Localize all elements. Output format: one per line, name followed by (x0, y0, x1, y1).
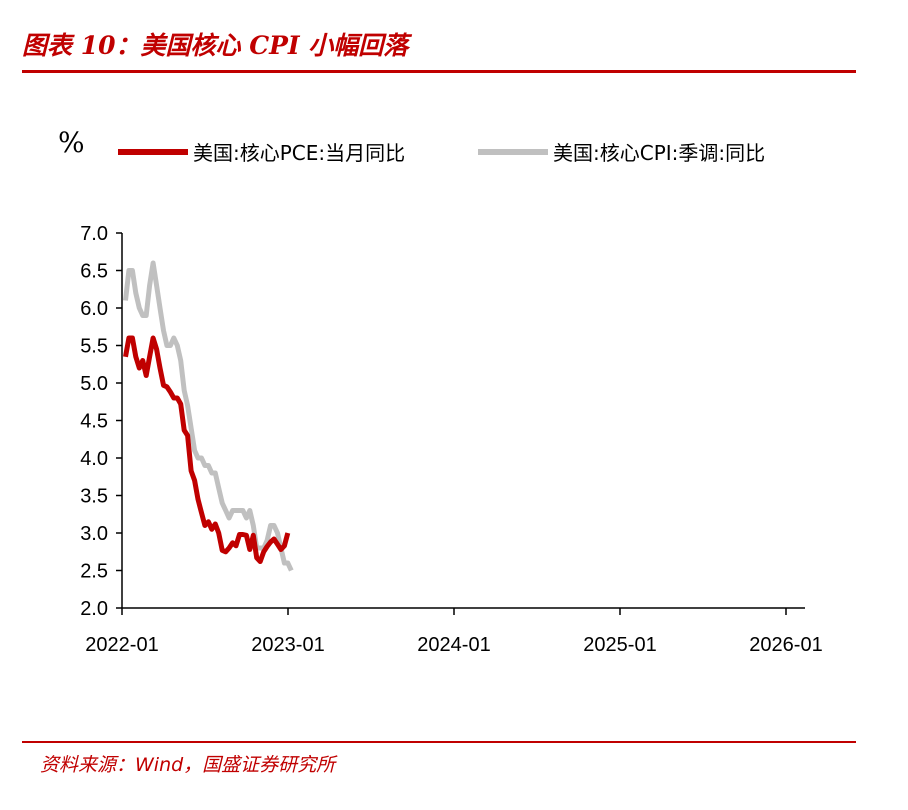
y-tick-label: 7.0 (80, 223, 108, 245)
y-tick-label: 6.5 (80, 261, 108, 283)
x-tick-label: 2024-01 (417, 634, 490, 656)
legend: 美国:核心PCE:当月同比 美国:核心CPI:季调:同比 (118, 141, 765, 165)
legend-label-cpi: 美国:核心CPI:季调:同比 (553, 141, 765, 165)
y-tick-label: 5.5 (80, 336, 108, 358)
source-note: 资料来源：Wind，国盛证券研究所 (40, 754, 336, 776)
y-unit-label: % (58, 126, 85, 159)
legend-label-pce: 美国:核心PCE:当月同比 (193, 141, 405, 165)
y-axis: 7.0 6.5 6.0 5.5 5.0 4.5 4.0 3.5 3.0 2.5 2.0 (80, 223, 123, 620)
x-tick-label: 2026-01 (749, 634, 822, 656)
y-tick-label: 3.5 (80, 486, 108, 508)
line-chart: % 美国:核心PCE:当月同比 美国:核心CPI:季调:同比 7.0 6.5 6.0… (58, 126, 823, 656)
y-tick-label: 4.0 (80, 448, 108, 470)
footer-rule (22, 741, 856, 743)
series-line-pce (123, 335, 291, 564)
y-tick-label: 2.0 (80, 598, 108, 620)
x-tick-label: 2022-01 (85, 634, 158, 656)
y-tick-label: 2.5 (80, 561, 108, 583)
x-tick-label: 2023-01 (251, 634, 324, 656)
series-layer (123, 260, 294, 572)
y-tick-label: 4.5 (80, 411, 108, 433)
x-axis: 2022-01 2023-01 2024-01 2025-01 2026-01 (85, 607, 823, 656)
y-tick-label: 5.0 (80, 373, 108, 395)
x-tick-label: 2025-01 (583, 634, 656, 656)
figure-title: 图表 10：美国核心 CPI 小幅回落 (22, 31, 409, 60)
title-rule (22, 70, 856, 73)
y-tick-label: 3.0 (80, 523, 108, 545)
y-tick-label: 6.0 (80, 298, 108, 320)
